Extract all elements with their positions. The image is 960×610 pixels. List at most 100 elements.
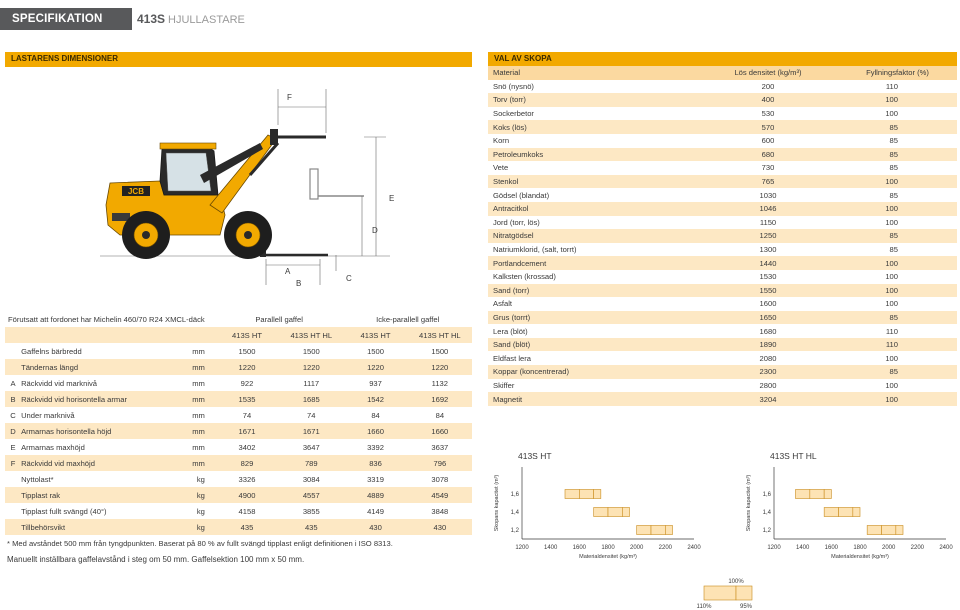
dim-label-b: B (296, 279, 301, 288)
x-tick-label: 1800 (853, 545, 867, 551)
material-fill-factor: 100 (838, 174, 957, 189)
x-tick-label: 2000 (882, 545, 896, 551)
dimension-value: 3392 (367, 442, 384, 452)
rear-grille (112, 213, 130, 221)
material-row: Antracitkol 1046 100 (488, 201, 957, 216)
dimension-value: 3319 (367, 474, 384, 484)
capacity-bar (823, 507, 839, 517)
dimension-value: 84 (371, 410, 380, 420)
material-fill-factor: 110 (838, 337, 957, 352)
dimension-value: 4149 (367, 506, 384, 516)
dimension-value: 1500 (367, 346, 384, 356)
dimension-letter (5, 487, 22, 503)
material-name: Grus (torrt) (488, 310, 698, 325)
material-name: Koks (lös) (488, 120, 698, 134)
capacity-bar (579, 489, 594, 499)
material-density: 2800 (759, 380, 777, 390)
material-fill-factor: 85 (838, 120, 957, 134)
dimension-unit: mm (192, 410, 205, 420)
dimension-row: Nyttolast* kg 3326 3084 3319 3078 (5, 471, 472, 487)
material-row: Vete 730 85 (488, 161, 957, 175)
material-fill-factor: 100 (885, 217, 898, 227)
y-tick-label: 1,6 (511, 492, 520, 498)
material-density: 600 (761, 136, 775, 146)
dimension-value: 1220 (214, 359, 280, 375)
material-name: Kalksten (krossad) (493, 272, 556, 282)
dimension-row: Tillbehörsvikt kg 435 435 430 430 (5, 519, 472, 535)
material-name: Stenkol (488, 174, 698, 189)
dimension-label: Nyttolast* (21, 474, 54, 484)
dimension-row: B Räckvidd vid horisontella armar mm 1535 16… (5, 391, 472, 407)
dimension-value: 1220 (407, 359, 472, 375)
material-density: 200 (761, 81, 775, 91)
footnote-row: Manuellt inställbara gaffelavstånd i ste… (5, 551, 472, 567)
material-density: 1890 (698, 337, 838, 352)
material-row: Sockerbetor 530 100 (488, 107, 957, 121)
dimension-value: 1685 (279, 391, 344, 407)
material-fill-factor: 85 (838, 147, 957, 162)
dimension-value: 3647 (302, 442, 320, 452)
material-fill-factor: 110 (885, 81, 898, 91)
dimension-letter: A (10, 378, 16, 388)
x-tick-label: 2200 (659, 545, 673, 551)
dimension-row: C Under marknivå mm 74 74 84 84 (5, 407, 472, 423)
material-row: Kalksten (krossad) 1530 100 (488, 270, 957, 284)
material-row: Petroleumkoks 680 85 (488, 147, 957, 162)
model-name: 413S (137, 12, 166, 26)
dimension-label: Tipplast rak (21, 487, 176, 503)
x-tick-label: 1600 (573, 545, 587, 551)
model-title: 413S HJULLASTARE (137, 8, 245, 30)
material-fill-factor: 85 (838, 310, 957, 325)
capacity-bar (838, 507, 854, 517)
loader-dimension-diagram: JCB F E D A B C (100, 89, 394, 288)
material-fill-factor: 100 (838, 392, 957, 406)
dimension-row: Gaffelns bärbredd mm 1500 1500 1500 1500 (5, 343, 472, 359)
material-density: 570 (698, 120, 838, 134)
dimension-unit: mm (175, 391, 215, 407)
material-density: 1650 (698, 310, 838, 325)
material-name: Vete (493, 163, 509, 173)
bucket-heading: VAL AV SKOPA (488, 52, 957, 66)
material-row: Sand (torr) 1550 100 (488, 283, 957, 298)
dimension-value: 4549 (407, 487, 472, 503)
material-row: Sand (blöt) 1890 110 (488, 337, 957, 352)
capacity-bar (593, 507, 609, 517)
svg-text:JCB: JCB (128, 187, 144, 196)
material-density: 1680 (759, 326, 777, 336)
dimension-value: 430 (407, 519, 472, 535)
capacity-bar (564, 489, 580, 499)
fork-carriage-raised (270, 129, 278, 145)
dimension-value: 922 (240, 378, 254, 388)
cab-roof (159, 142, 217, 150)
material-name: Gödsel (blandat) (493, 190, 550, 200)
dimension-label: Gaffelns bärbredd (21, 346, 82, 356)
dimension-letter (5, 359, 22, 375)
bucket-capacity-charts: 413S HT Skopans kapacitet (m³) Materialden… (494, 451, 953, 610)
material-fill-factor: 85 (838, 229, 957, 243)
material-density: 1440 (698, 256, 838, 270)
dimension-value: 3326 (238, 474, 256, 484)
dim-label-f: F (287, 93, 292, 102)
material-name: Sockerbetor (493, 109, 534, 119)
dimension-value: 789 (279, 455, 344, 471)
dimension-row: A Räckvidd vid marknivå mm 922 1117 937 1132 (5, 375, 472, 391)
dimension-value: 435 (279, 519, 344, 535)
dimension-label: Under marknivå (21, 410, 75, 420)
dimension-value: 796 (407, 455, 472, 471)
dimension-value: 829 (214, 455, 280, 471)
capacity-bar (636, 525, 652, 535)
material-density: 1600 (759, 299, 777, 309)
capacity-bar (809, 489, 825, 499)
material-fill-factor: 100 (885, 380, 898, 390)
x-tick-label: 1400 (544, 545, 558, 551)
material-fill-factor: 100 (885, 353, 898, 363)
dimension-letter: C (10, 410, 16, 420)
dimension-value: 1500 (431, 346, 449, 356)
material-fill-factor: 100 (838, 93, 957, 107)
material-fill-factor: 85 (889, 163, 898, 173)
dimension-unit: kg (196, 506, 205, 516)
material-row: Natriumklorid, (salt, torrt) 1300 85 (488, 243, 957, 257)
footnote-payload: * Med avståndet 500 mm från tyngdpunkten… (7, 538, 393, 548)
dimension-unit: mm (175, 455, 215, 471)
material-fill-factor: 100 (838, 201, 957, 216)
